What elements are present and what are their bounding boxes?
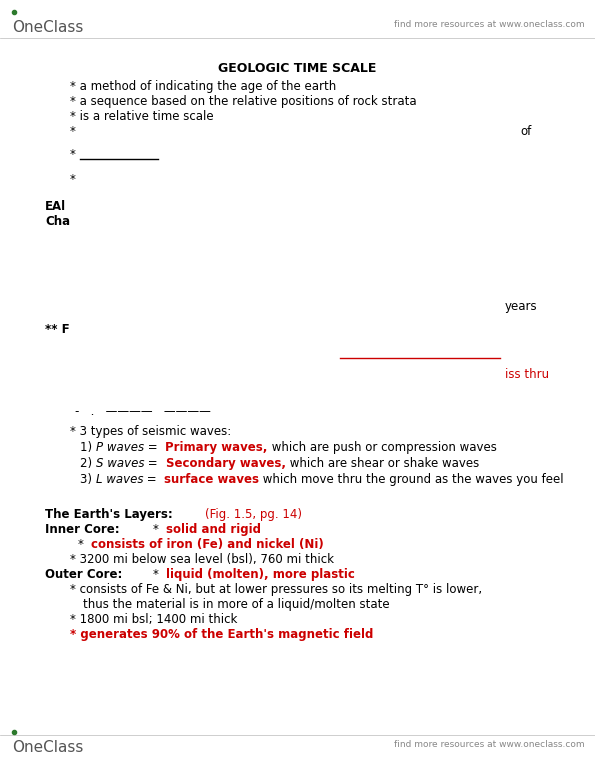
Text: consists of iron (Fe) and nickel (Ni): consists of iron (Fe) and nickel (Ni) (91, 538, 324, 551)
Text: L waves: L waves (96, 473, 143, 486)
Text: *: * (153, 523, 162, 536)
Text: *: * (78, 538, 87, 551)
Text: which are shear or shake waves: which are shear or shake waves (286, 457, 479, 470)
Text: =: = (145, 457, 165, 470)
Text: Inner Core:: Inner Core: (45, 523, 120, 536)
Text: -   .   ————   ————: - . ———— ———— (75, 405, 211, 418)
Text: *: * (153, 568, 162, 581)
Text: 3): 3) (80, 473, 96, 486)
Text: OneClass: OneClass (12, 20, 83, 35)
Text: Outer Core:: Outer Core: (45, 568, 123, 581)
Text: find more resources at www.oneclass.com: find more resources at www.oneclass.com (394, 20, 585, 29)
Text: 1): 1) (80, 441, 96, 454)
Text: * consists of Fe & Ni, but at lower pressures so its melting T° is lower,: * consists of Fe & Ni, but at lower pres… (70, 583, 482, 596)
Text: * a sequence based on the relative positions of rock strata: * a sequence based on the relative posit… (70, 95, 416, 108)
Text: * a method of indicating the age of the earth: * a method of indicating the age of the … (70, 80, 336, 93)
Text: OneClass: OneClass (12, 740, 83, 755)
Text: Secondary waves,: Secondary waves, (165, 457, 286, 470)
Text: * 3200 mi below sea level (bsl), 760 mi thick: * 3200 mi below sea level (bsl), 760 mi … (70, 553, 334, 566)
Text: EAl: EAl (45, 200, 66, 213)
Text: thus the material is in more of a liquid/molten state: thus the material is in more of a liquid… (83, 598, 390, 611)
Text: *: * (70, 173, 76, 186)
Text: years: years (505, 300, 538, 313)
Text: GEOLOGIC TIME SCALE: GEOLOGIC TIME SCALE (218, 62, 376, 75)
Text: ** F: ** F (45, 323, 70, 336)
Text: surface waves: surface waves (164, 473, 259, 486)
Text: (Fig. 1.5, pg. 14): (Fig. 1.5, pg. 14) (205, 508, 302, 521)
Text: 2): 2) (80, 457, 96, 470)
Text: Primary waves,: Primary waves, (165, 441, 268, 454)
Text: which move thru the ground as the waves you feel: which move thru the ground as the waves … (259, 473, 564, 486)
Text: liquid (molten), more plastic: liquid (molten), more plastic (166, 568, 355, 581)
Text: =: = (143, 473, 164, 486)
Text: The Earth's Layers:: The Earth's Layers: (45, 508, 173, 521)
Text: of: of (520, 125, 531, 138)
Text: iss thru: iss thru (505, 368, 549, 381)
Text: find more resources at www.oneclass.com: find more resources at www.oneclass.com (394, 740, 585, 749)
Text: P waves: P waves (96, 441, 144, 454)
Text: solid and rigid: solid and rigid (166, 523, 261, 536)
Text: * 3 types of seismic waves:: * 3 types of seismic waves: (70, 425, 231, 438)
Text: * generates 90% of the Earth's magnetic field: * generates 90% of the Earth's magnetic … (70, 628, 374, 641)
Text: * 1800 mi bsl; 1400 mi thick: * 1800 mi bsl; 1400 mi thick (70, 613, 237, 626)
Text: * is a relative time scale: * is a relative time scale (70, 110, 214, 123)
Text: S waves: S waves (96, 457, 145, 470)
Text: =: = (144, 441, 165, 454)
Text: Cha: Cha (45, 215, 70, 228)
Text: *: * (70, 125, 76, 138)
Text: which are push or compression waves: which are push or compression waves (268, 441, 496, 454)
Text: *: * (70, 148, 76, 161)
